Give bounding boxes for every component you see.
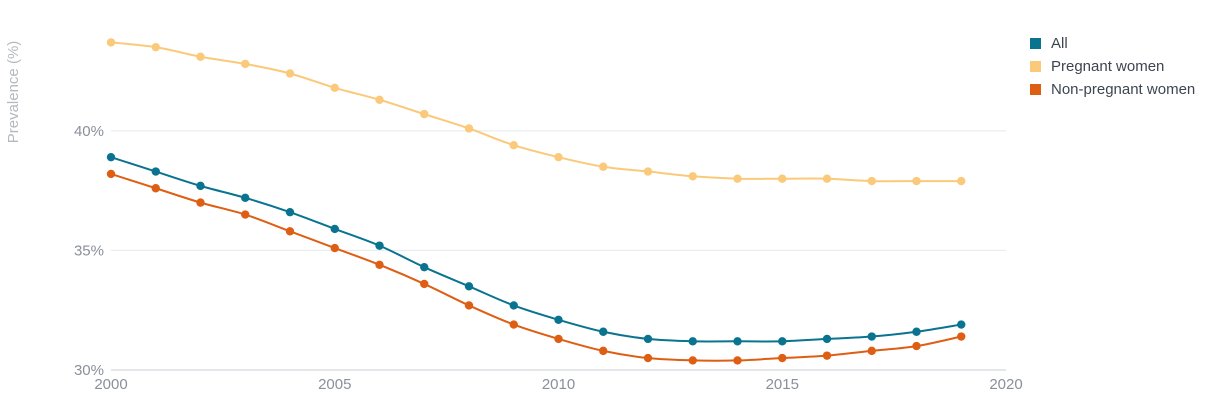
data-point (241, 59, 250, 69)
y-tick-label: 35% (74, 242, 104, 259)
legend-item: Pregnant women (1030, 58, 1164, 75)
data-point (688, 337, 697, 346)
data-point (733, 337, 742, 346)
data-point (330, 243, 339, 253)
data-point (196, 52, 205, 61)
y-tick-label: 30% (74, 362, 104, 379)
data-point (285, 69, 295, 78)
legend-swatch (1030, 38, 1041, 49)
data-point (241, 210, 250, 219)
data-point (688, 172, 697, 181)
data-point (196, 198, 205, 207)
data-point (822, 334, 832, 344)
x-tick-label: 2010 (542, 376, 575, 393)
data-point (867, 346, 876, 356)
legend-swatch (1030, 84, 1041, 95)
data-point (375, 241, 384, 250)
y-axis-ticks: 30% 35% 40% (74, 123, 104, 379)
data-point (912, 341, 921, 351)
data-point (330, 83, 339, 93)
data-point (285, 207, 295, 217)
data-point (285, 227, 295, 236)
data-point (778, 174, 787, 183)
data-point (151, 167, 160, 176)
data-point (420, 109, 429, 119)
series-line (110, 41, 962, 183)
data-point (106, 152, 116, 162)
x-tick-label: 2005 (318, 376, 351, 393)
x-tick-label: 2015 (766, 376, 799, 393)
series-3 (106, 169, 966, 365)
data-point (643, 167, 653, 176)
data-point (464, 282, 474, 291)
data-point (106, 38, 116, 47)
data-point (643, 334, 653, 344)
data-point (688, 356, 697, 365)
data-point (330, 224, 339, 234)
data-point (241, 193, 250, 203)
data-point (151, 42, 160, 52)
data-point (509, 301, 518, 310)
data-point (599, 162, 608, 171)
data-point (509, 141, 518, 150)
data-point (733, 174, 742, 183)
data-point (509, 320, 518, 329)
data-point (464, 124, 474, 133)
data-point (420, 262, 429, 272)
data-point (599, 346, 608, 356)
data-point (733, 356, 742, 365)
data-point (643, 353, 653, 363)
data-point (554, 334, 563, 344)
data-point (867, 176, 876, 186)
data-point (778, 353, 787, 363)
series-2 (106, 38, 966, 186)
data-point (196, 181, 205, 191)
data-point (599, 327, 608, 336)
legend-label: Non-pregnant women (1051, 81, 1195, 98)
legend-label: All (1051, 35, 1068, 52)
data-point (957, 332, 966, 341)
data-point (778, 337, 787, 346)
series-1 (106, 152, 966, 346)
legend-item: Non-pregnant women (1030, 81, 1195, 98)
legend: All Pregnant women Non-pregnant women (1030, 35, 1195, 98)
data-point (464, 301, 474, 310)
legend-item: All (1030, 35, 1068, 52)
y-axis-label: Prevalence (%) (5, 41, 22, 144)
series-line (110, 156, 962, 343)
data-point (375, 95, 384, 104)
data-point (554, 152, 563, 162)
x-tick-label: 2020 (989, 376, 1022, 393)
data-point (822, 174, 832, 183)
data-point (822, 351, 832, 360)
data-point (912, 176, 921, 186)
data-point (106, 169, 116, 179)
data-point (957, 320, 966, 329)
data-point (151, 184, 160, 193)
legend-swatch (1030, 61, 1041, 72)
y-tick-label: 40% (74, 123, 104, 140)
series-line (110, 172, 962, 362)
series-lines (106, 38, 966, 365)
x-tick-label: 2000 (94, 376, 127, 393)
data-point (957, 176, 966, 186)
gridlines (111, 130, 1006, 371)
data-point (554, 315, 563, 324)
legend-label: Pregnant women (1051, 58, 1164, 75)
data-point (375, 260, 384, 269)
x-axis-ticks: 2000 2005 2010 2015 2020 (94, 376, 1022, 393)
data-point (867, 332, 876, 341)
data-point (912, 327, 921, 336)
data-point (420, 279, 429, 289)
